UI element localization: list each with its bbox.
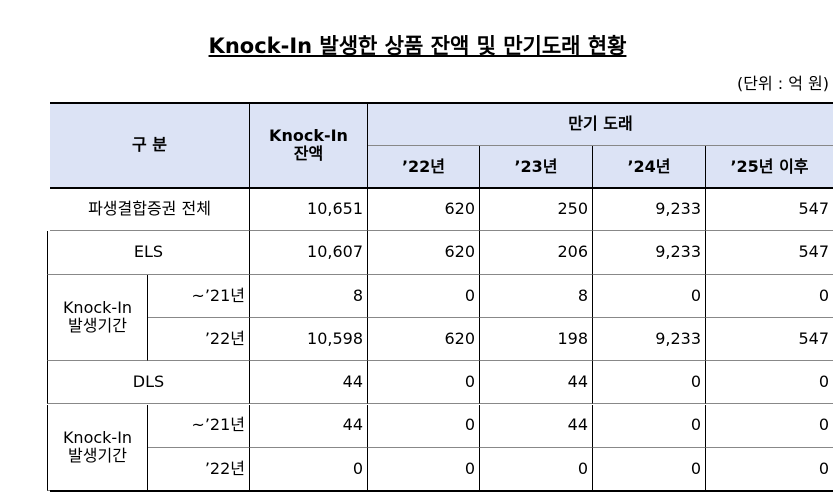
value-cell: 620	[368, 317, 480, 362]
value-cell: 8	[480, 274, 593, 318]
value-cell: 620	[368, 231, 480, 275]
value-cell: 206	[480, 231, 593, 275]
value-cell: 198	[480, 317, 593, 362]
row-label: DLS	[47, 361, 250, 405]
value-cell: 10,607	[250, 231, 368, 275]
value-cell: 44	[480, 404, 593, 448]
header-cell: 만기 도래	[368, 103, 833, 146]
value-cell: 0	[706, 405, 833, 448]
rule	[50, 102, 833, 104]
value-cell: 9,233	[593, 231, 706, 275]
row-label: ’22년	[148, 317, 250, 362]
group-label: Knock-In 발생기간	[47, 404, 148, 492]
value-cell: 8	[250, 274, 368, 318]
value-cell: 0	[593, 447, 706, 492]
value-cell: 9,233	[593, 317, 706, 362]
row-label: ’22년	[148, 447, 250, 492]
value-cell: 9,233	[593, 188, 706, 232]
value-cell: 0	[706, 361, 833, 405]
header-cell: 구 분	[50, 103, 250, 188]
value-cell: 0	[593, 404, 706, 448]
value-cell: 44	[250, 361, 368, 405]
header-cell: Knock-In 잔액	[250, 103, 368, 188]
value-cell: 0	[706, 448, 833, 492]
value-cell: 0	[368, 404, 480, 448]
value-cell: 0	[368, 274, 480, 318]
value-cell: 547	[706, 231, 833, 275]
title: Knock-In 발생한 상품 잔액 및 만기도래 현황	[208, 34, 627, 58]
value-cell: 0	[593, 361, 706, 405]
value-cell: 547	[706, 318, 833, 362]
value-cell: 44	[250, 404, 368, 448]
value-cell: 0	[368, 447, 480, 492]
value-cell: 0	[480, 447, 593, 492]
header-cell: ’25년 이후	[706, 146, 833, 188]
value-cell: 0	[593, 274, 706, 318]
row-label: ELS	[47, 231, 250, 275]
group-label: Knock-In 발생기간	[47, 274, 148, 362]
value-cell: 547	[706, 188, 833, 232]
value-cell: 10,598	[250, 317, 368, 362]
row-label: 파생결합증권 전체	[50, 188, 250, 232]
rule	[50, 187, 833, 189]
value-cell: 0	[706, 275, 833, 318]
unit: (단위 : 억 원)	[736, 74, 829, 93]
value-cell: 10,651	[250, 188, 368, 232]
row-label: ~’21년	[148, 404, 250, 448]
value-cell: 44	[480, 361, 593, 405]
value-cell: 0	[250, 447, 368, 492]
header-cell: ’24년	[593, 146, 706, 188]
value-cell: 250	[480, 188, 593, 232]
value-cell: 0	[368, 361, 480, 405]
rule	[50, 490, 833, 492]
value-cell: 620	[368, 188, 480, 232]
row-label: ~’21년	[148, 274, 250, 318]
header-cell: ’23년	[480, 146, 593, 188]
header-cell: ’22년	[368, 146, 480, 188]
